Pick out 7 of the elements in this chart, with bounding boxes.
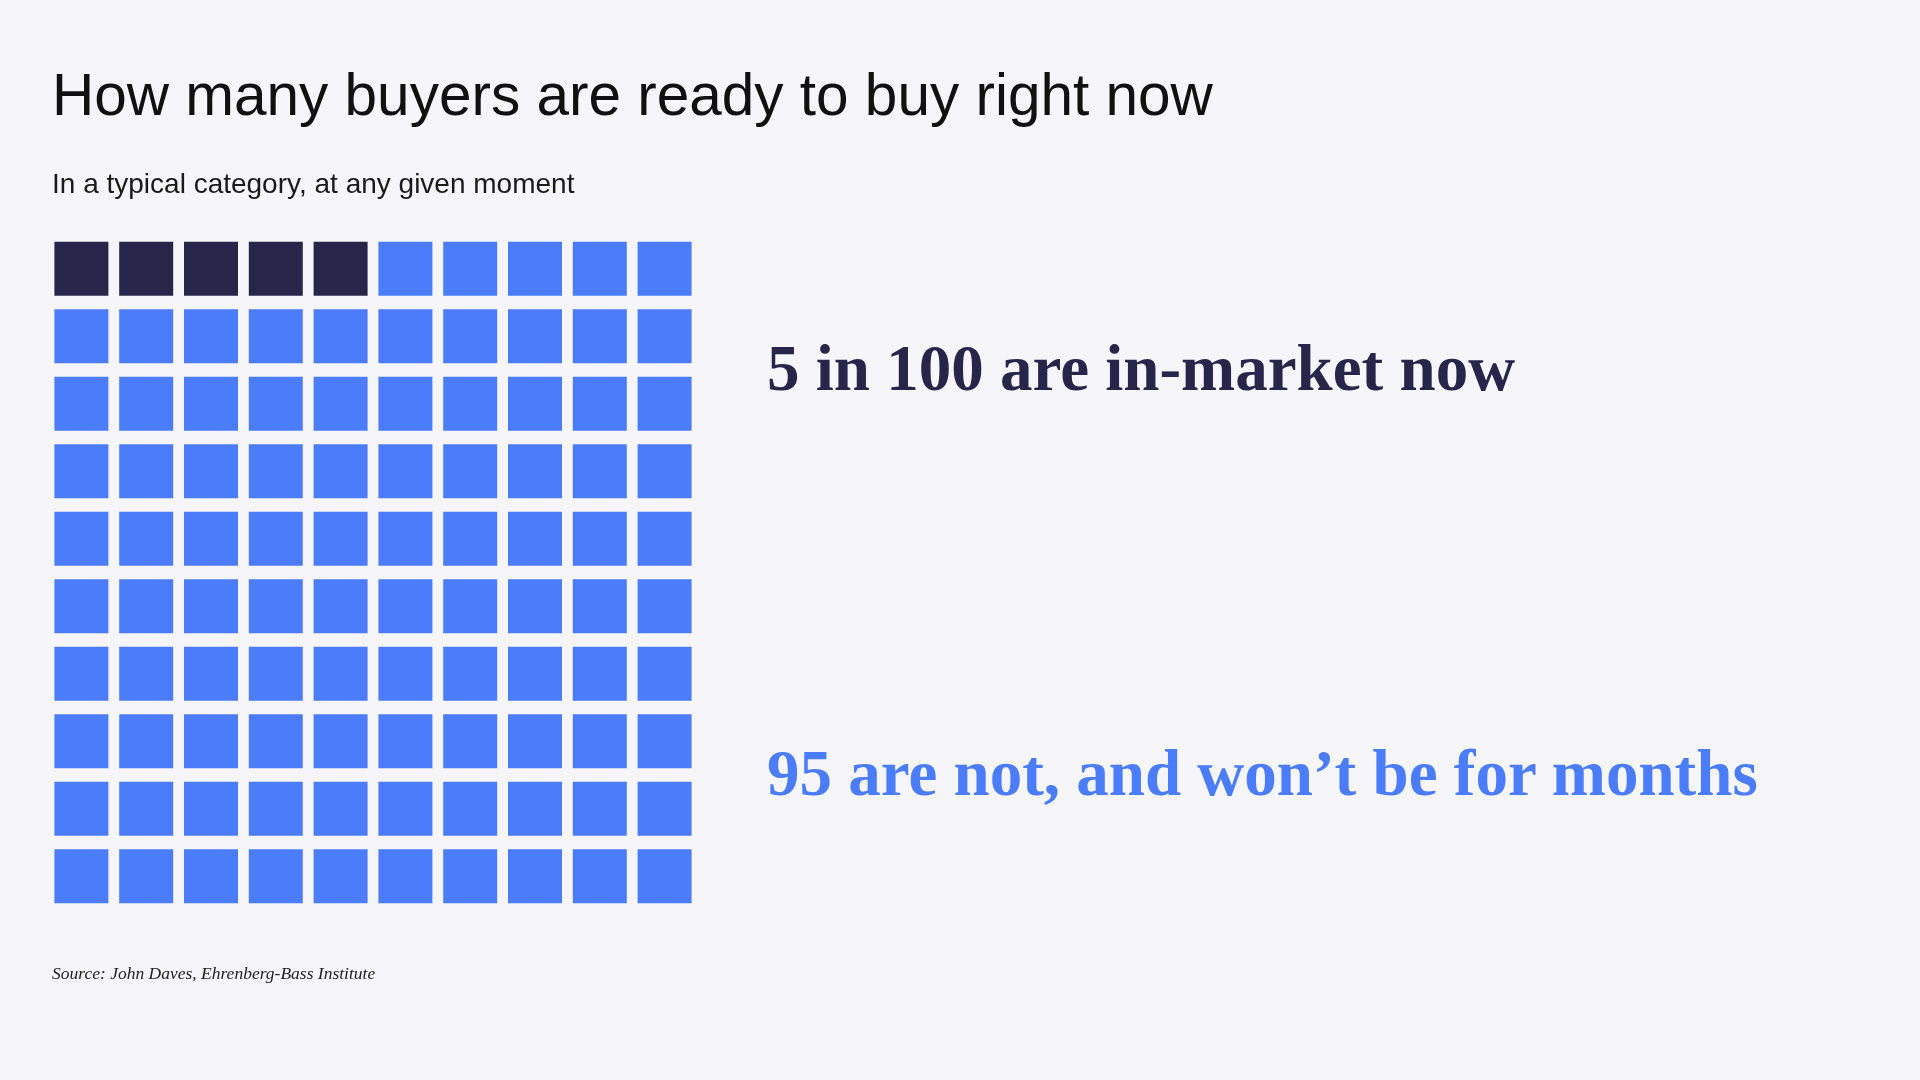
data-label: 5 <box>767 332 800 404</box>
category-label: in 100 are in-market now <box>815 332 1516 404</box>
data-label: 95 <box>767 737 832 809</box>
text: In a typical category, at any given moment <box>52 168 575 200</box>
category-label: are not, and won’t be for months <box>848 737 1758 809</box>
source-note: Source: John Daves, Ehrenberg-Bass Institute <box>52 963 376 984</box>
text: How many buyers are ready to buy right now <box>52 61 1213 128</box>
